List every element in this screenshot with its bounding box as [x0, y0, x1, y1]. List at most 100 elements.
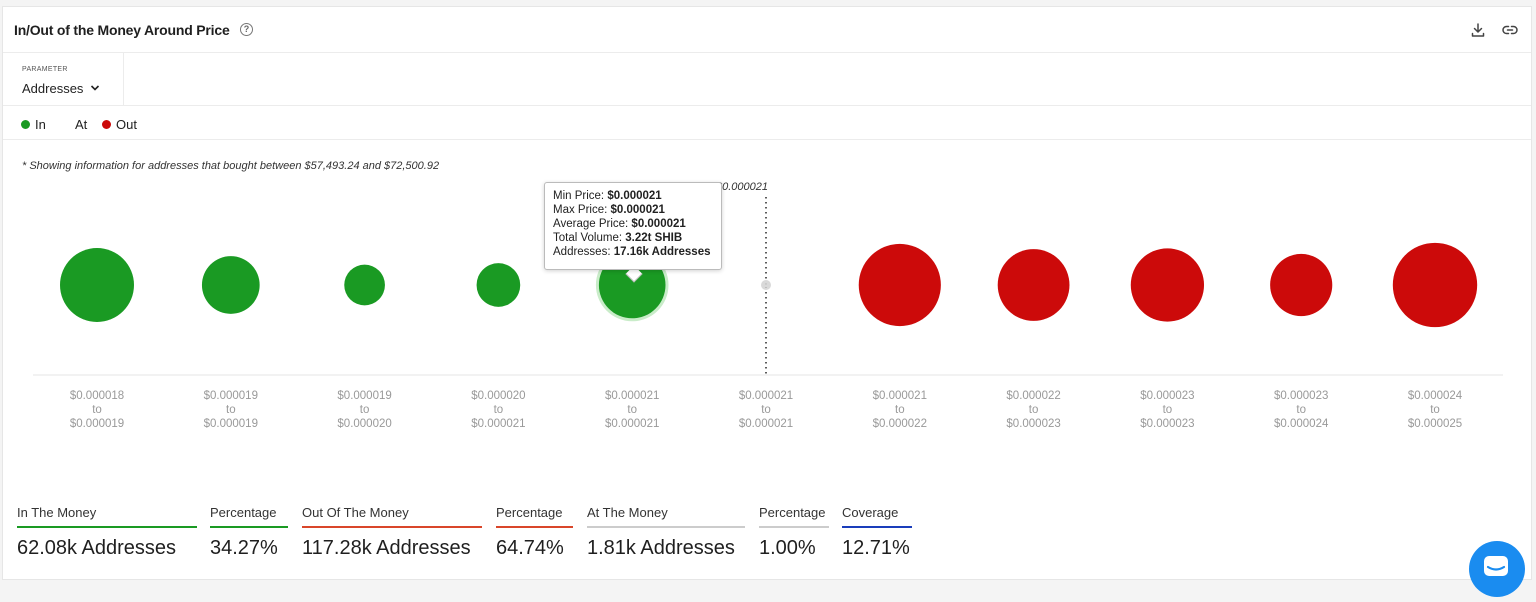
- stat-underline: [496, 526, 573, 528]
- bubble-in-2[interactable]: [344, 264, 385, 306]
- x-tick-from: $0.000021: [605, 390, 659, 402]
- parameter-value[interactable]: Addresses: [22, 81, 84, 96]
- bubble-in-1[interactable]: [201, 256, 260, 314]
- card-title: In/Out of the Money Around Price: [14, 22, 230, 38]
- x-tick-connector: to: [1430, 404, 1440, 416]
- tooltip-vol-label: Total Volume:: [553, 232, 623, 244]
- x-tick-connector: to: [1296, 404, 1306, 416]
- stat-at-percentage: Percentage 1.00%: [759, 505, 829, 560]
- x-tick-to: $0.000020: [337, 418, 391, 430]
- stat-coverage: Coverage 12.71%: [842, 505, 912, 560]
- stat-value: 34.27%: [210, 537, 278, 559]
- stat-value: 12.71%: [842, 537, 910, 559]
- stat-in-the-money: In The Money 62.08k Addresses: [17, 505, 197, 560]
- bubble-chart: $0.000018 to $0.000019 $0.000019 to $0.000019…: [33, 197, 1503, 430]
- stat-underline: [587, 526, 745, 528]
- stat-out-percentage: Percentage 64.74%: [496, 505, 573, 560]
- x-tick-to: $0.000023: [1006, 418, 1060, 430]
- bubble-out-6[interactable]: [858, 243, 941, 327]
- legend-out-dot-icon: [102, 120, 111, 129]
- x-tick-from: $0.000021: [739, 390, 793, 402]
- parameter-dropdown[interactable]: PARAMETER Addresses: [3, 53, 124, 106]
- x-tick-connector: to: [360, 404, 370, 416]
- help-icon[interactable]: ?: [240, 23, 253, 36]
- x-tick-from: $0.000021: [873, 390, 927, 402]
- legend: In At Out: [3, 106, 1531, 140]
- x-tick-connector: to: [1163, 404, 1173, 416]
- stat-label: In The Money: [17, 505, 97, 520]
- stat-value: 62.08k Addresses: [17, 537, 176, 559]
- bubble-in-0[interactable]: [60, 248, 134, 322]
- stat-label: Out Of The Money: [302, 505, 409, 520]
- bubble-at-5[interactable]: [761, 280, 771, 290]
- x-tick-to: $0.000021: [739, 418, 793, 430]
- legend-in-dot-icon: [21, 120, 30, 129]
- stat-underline: [302, 526, 482, 528]
- bubble-in-3[interactable]: [476, 263, 521, 307]
- bubble-out-9[interactable]: [1270, 253, 1333, 317]
- download-icon[interactable]: [1469, 21, 1487, 39]
- tooltip-avg-label: Average Price:: [553, 218, 629, 230]
- x-tick-to: $0.000025: [1408, 418, 1462, 430]
- tooltip-min-value: $0.000021: [607, 190, 662, 202]
- card-header: In/Out of the Money Around Price ?: [3, 7, 1531, 53]
- stat-label: Coverage: [842, 505, 899, 520]
- stat-underline: [17, 526, 197, 528]
- x-tick-from: $0.000019: [204, 390, 258, 402]
- chevron-down-icon[interactable]: [90, 84, 100, 92]
- stat-at-the-money: At The Money 1.81k Addresses: [587, 505, 745, 560]
- chat-button[interactable]: [1469, 541, 1525, 597]
- tooltip-avg-value: $0.000021: [631, 218, 686, 230]
- stat-label: Percentage: [496, 505, 563, 520]
- x-tick-connector: to: [226, 404, 236, 416]
- current-price-label: $0.000021: [716, 181, 768, 193]
- x-tick-to: $0.000021: [605, 418, 659, 430]
- bubble-out-10[interactable]: [1392, 242, 1478, 328]
- tooltip-max-label: Max Price:: [553, 204, 608, 216]
- chat-bubble-icon: [1484, 556, 1508, 576]
- x-tick-connector: to: [627, 404, 637, 416]
- at-bubble-glyph: :: [765, 281, 767, 290]
- legend-at-label[interactable]: At: [75, 117, 88, 132]
- tooltip-vol-row: Total Volume: 3.22t SHIB: [553, 231, 713, 245]
- x-tick-from: $0.000024: [1408, 390, 1463, 402]
- tooltip-min-row: Min Price: $0.000021: [553, 189, 713, 203]
- x-tick-connector: to: [494, 404, 504, 416]
- x-tick-from: $0.000018: [70, 390, 124, 402]
- tooltip-addr-value: 17.16k Addresses: [613, 246, 711, 258]
- parameter-label: PARAMETER: [22, 66, 68, 73]
- stat-underline: [210, 526, 288, 528]
- tooltip-addr-row: Addresses: 17.16k Addresses: [553, 245, 713, 259]
- tooltip-vol-value: 3.22t SHIB: [625, 232, 683, 244]
- x-tick-to: $0.000021: [471, 418, 525, 430]
- x-tick-to: $0.000019: [70, 418, 124, 430]
- legend-in-label[interactable]: In: [35, 117, 46, 132]
- x-tick-connector: to: [761, 404, 771, 416]
- tooltip-max-value: $0.000021: [610, 204, 665, 216]
- stat-value: 117.28k Addresses: [302, 537, 471, 559]
- bubble-out-8[interactable]: [1130, 248, 1205, 322]
- stat-underline: [759, 526, 829, 528]
- bubble-out-7[interactable]: [997, 249, 1070, 321]
- link-icon[interactable]: [1501, 21, 1519, 39]
- stat-label: Percentage: [759, 505, 826, 520]
- tooltip: Min Price: $0.000021 Max Price: $0.00002…: [544, 182, 722, 270]
- chart-card: In/Out of the Money Around Price ? PARAM…: [2, 6, 1532, 580]
- x-tick-to: $0.000023: [1140, 418, 1194, 430]
- x-tick-connector: to: [895, 404, 905, 416]
- x-tick-to: $0.000022: [873, 418, 927, 430]
- stat-value: 1.81k Addresses: [587, 537, 735, 559]
- x-tick-to: $0.000024: [1274, 418, 1329, 430]
- stat-underline: [842, 526, 912, 528]
- stat-label: Percentage: [210, 505, 277, 520]
- x-tick-from: $0.000023: [1274, 390, 1328, 402]
- x-tick-from: $0.000022: [1006, 390, 1060, 402]
- parameter-row: PARAMETER Addresses: [3, 53, 1531, 106]
- tooltip-max-row: Max Price: $0.000021: [553, 203, 713, 217]
- stat-out-of-the-money: Out Of The Money 117.28k Addresses: [302, 505, 482, 560]
- x-tick-from: $0.000020: [471, 390, 525, 402]
- tooltip-addr-label: Addresses:: [553, 246, 611, 258]
- legend-out-label[interactable]: Out: [116, 117, 137, 132]
- stat-value: 1.00%: [759, 537, 816, 559]
- stat-in-percentage: Percentage 34.27%: [210, 505, 288, 560]
